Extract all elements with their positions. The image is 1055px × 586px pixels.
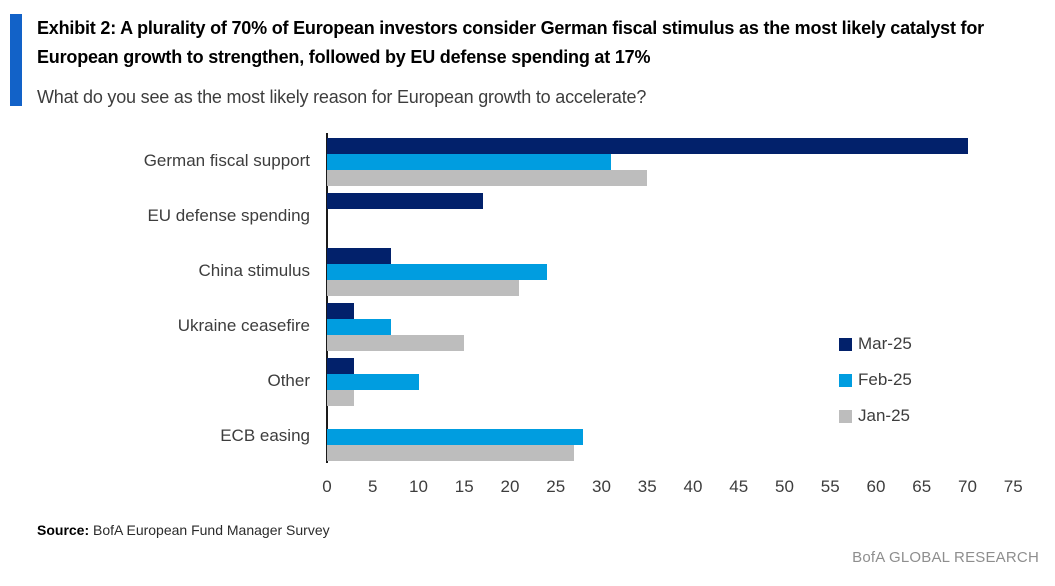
bar-feb-25-3 bbox=[327, 264, 547, 280]
source-label: Source: bbox=[37, 522, 90, 538]
x-tick-label: 55 bbox=[820, 477, 840, 496]
legend-item-jan-25: Jan-25 bbox=[839, 406, 910, 426]
legend-item-mar-25: Mar-25 bbox=[839, 334, 912, 354]
bar-jan-25-5 bbox=[327, 390, 355, 406]
bar-feb-25-6 bbox=[327, 429, 584, 445]
bar-mar-25-2 bbox=[327, 193, 483, 209]
x-tick-label: 70 bbox=[958, 477, 977, 496]
category-label: Ukraine ceasefire bbox=[177, 316, 310, 335]
category-label: EU defense spending bbox=[147, 206, 310, 225]
bar-jan-25-6 bbox=[327, 445, 575, 461]
x-tick-label: 0 bbox=[322, 477, 332, 496]
legend-swatch-icon bbox=[839, 337, 852, 351]
bar-mar-25-5 bbox=[327, 358, 355, 374]
exhibit-title: Exhibit 2: A plurality of 70% of Europea… bbox=[37, 18, 984, 67]
x-tick-label: 10 bbox=[409, 477, 428, 496]
x-tick-label: 75 bbox=[1003, 477, 1023, 496]
legend-item-feb-25: Feb-25 bbox=[839, 370, 912, 390]
bar-jan-25-3 bbox=[327, 280, 520, 296]
grouped-bar-chart: German fiscal support EU defense spending… bbox=[143, 133, 1023, 496]
legend-swatch-icon bbox=[839, 409, 852, 423]
category-label: China stimulus bbox=[198, 261, 311, 280]
bar-feb-25-5 bbox=[327, 374, 419, 390]
bar-mar-25-3 bbox=[327, 248, 392, 264]
bar-feb-25-1 bbox=[327, 154, 611, 170]
x-tick-label: 40 bbox=[683, 477, 703, 496]
exhibit-subtitle: What do you see as the most likely reaso… bbox=[37, 87, 647, 107]
category-label: ECB easing bbox=[220, 426, 310, 445]
x-tick-label: 65 bbox=[912, 477, 932, 496]
x-tick-label: 15 bbox=[454, 477, 474, 496]
bar-mar-25-4 bbox=[327, 303, 355, 319]
source-line: Source: BofA European Fund Manager Surve… bbox=[37, 522, 330, 538]
x-tick-label: 5 bbox=[368, 477, 378, 496]
title-accent-bar bbox=[10, 14, 22, 106]
x-tick-label: 35 bbox=[637, 477, 657, 496]
legend-label: Feb-25 bbox=[858, 370, 912, 389]
bar-feb-25-4 bbox=[327, 319, 392, 335]
category-label: German fiscal support bbox=[143, 151, 310, 170]
x-tick-label: 30 bbox=[592, 477, 611, 496]
bar-jan-25-1 bbox=[327, 170, 648, 186]
bar-mar-25-1 bbox=[327, 138, 968, 154]
x-tick-label: 45 bbox=[729, 477, 749, 496]
bar-jan-25-4 bbox=[327, 335, 465, 351]
bofa-global-research-label: BofA GLOBAL RESEARCH bbox=[852, 549, 1039, 566]
legend-swatch-icon bbox=[839, 373, 852, 387]
x-tick-label: 50 bbox=[775, 477, 794, 496]
legend-label: Mar-25 bbox=[858, 334, 912, 353]
source-text: BofA European Fund Manager Survey bbox=[89, 522, 330, 538]
category-label: Other bbox=[267, 371, 310, 390]
x-tick-label: 25 bbox=[546, 477, 566, 496]
y-axis-line bbox=[326, 133, 328, 463]
x-tick-label: 20 bbox=[500, 477, 520, 496]
legend-label: Jan-25 bbox=[858, 406, 910, 425]
x-tick-label: 60 bbox=[866, 477, 886, 496]
